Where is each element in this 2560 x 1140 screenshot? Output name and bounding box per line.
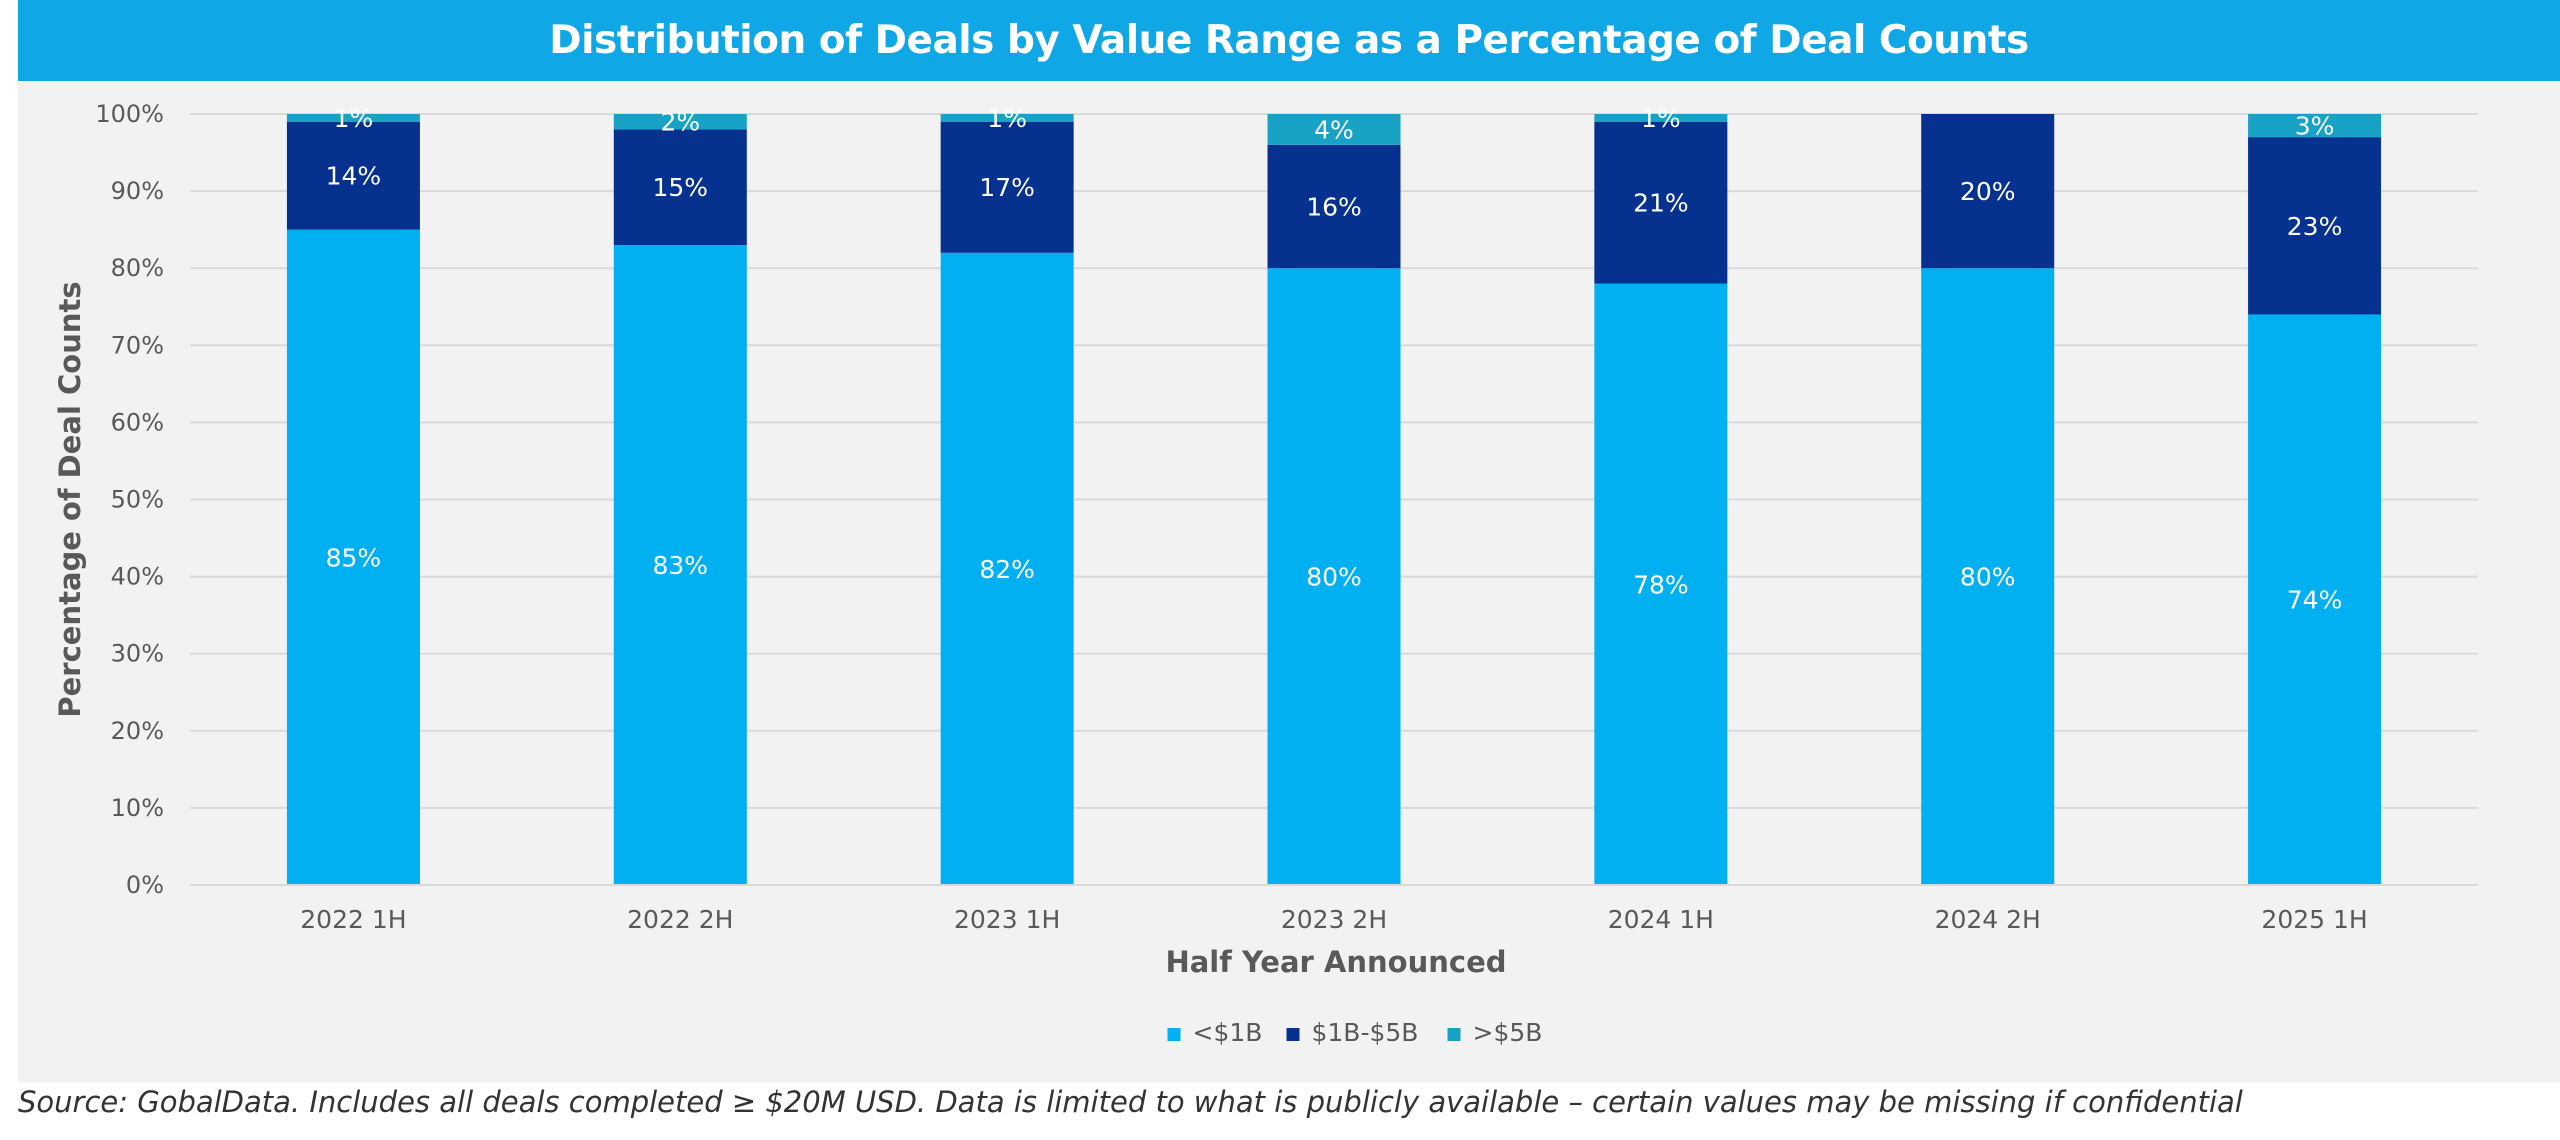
- data-label: 15%: [652, 173, 708, 202]
- legend: <$1B $1B-$5B >$5B: [1167, 1018, 1543, 1047]
- legend-swatch: [1286, 1028, 1300, 1041]
- title-bar: Distribution of Deals by Value Range as …: [18, 0, 2560, 81]
- source-note: Source: GobalData. Includes all deals co…: [18, 1085, 2243, 1119]
- y-axis-title: Percentage of Deal Counts: [53, 281, 87, 717]
- bars: [286, 114, 2382, 886]
- bar-segment: [613, 114, 747, 130]
- y-tick-label: 80%: [111, 254, 164, 282]
- y-tick-label: 40%: [111, 563, 164, 591]
- data-label: 85%: [326, 543, 382, 572]
- x-tick-label: 2024 2H: [1935, 905, 2041, 934]
- data-label: 20%: [1960, 177, 2016, 206]
- x-tick-label: 2025 1H: [2261, 905, 2367, 934]
- bar-segment: [1267, 114, 1401, 145]
- axes: 0% 10% 20% 30% 40% 50% 60% 70% 80% 90% 100% 2022 1H…: [53, 100, 2478, 979]
- legend-swatch: [1167, 1028, 1181, 1041]
- data-label: 78%: [1633, 570, 1689, 599]
- x-tick-label: 2022 1H: [300, 905, 406, 934]
- x-tick-label: 2024 1H: [1608, 905, 1714, 934]
- bar-segment: [940, 252, 1074, 885]
- y-tick-label: 90%: [111, 177, 164, 205]
- bar-segment: [1921, 114, 2055, 269]
- bar-segment: [940, 121, 1074, 253]
- data-label: 1%: [987, 104, 1027, 133]
- y-tick-label: 10%: [111, 794, 164, 822]
- data-label: 2%: [660, 108, 700, 137]
- bar-segment: [286, 114, 420, 122]
- data-label: 3%: [2295, 112, 2335, 141]
- stacked-bar-chart: 85% 14% 1% 83% 15% 2% 82% 17% 1% 80% 16% 4% 78% 21% 1%…: [53, 100, 2478, 1047]
- y-tick-label: 70%: [111, 331, 164, 359]
- bar-segment: [1594, 114, 1728, 122]
- data-label: 80%: [1960, 563, 2016, 592]
- data-label: 83%: [652, 551, 708, 580]
- data-label: 82%: [979, 555, 1035, 584]
- legend-label: <$1B: [1193, 1018, 1263, 1047]
- legend-swatch: [1447, 1028, 1461, 1041]
- bar-segment: [2248, 137, 2382, 315]
- data-label: 21%: [1633, 189, 1689, 218]
- data-label: 14%: [326, 162, 382, 191]
- bar-segment: [613, 245, 747, 885]
- bar-segment: [286, 121, 420, 230]
- data-label: 1%: [334, 104, 374, 133]
- data-labels: 85% 14% 1% 83% 15% 2% 82% 17% 1% 80% 16% 4% 78% 21% 1%…: [326, 104, 2343, 615]
- x-tick-label: 2022 2H: [627, 905, 733, 934]
- y-tick-label: 30%: [111, 640, 164, 668]
- bar-segment: [1267, 144, 1401, 269]
- data-label: 17%: [979, 173, 1035, 202]
- bar-segment: [2248, 314, 2382, 886]
- data-label: 16%: [1306, 193, 1362, 222]
- bar-segment: [1594, 121, 1728, 284]
- x-tick-label: 2023 1H: [954, 905, 1060, 934]
- x-axis-title: Half Year Announced: [1165, 945, 1506, 979]
- bar-segment: [286, 229, 420, 885]
- chart-panel: Distribution of Deals by Value Range as …: [18, 0, 2560, 1082]
- bar-segment: [1921, 268, 2055, 885]
- data-label: 4%: [1314, 115, 1354, 144]
- y-tick-label: 60%: [111, 408, 164, 436]
- chart-title: Distribution of Deals by Value Range as …: [549, 18, 2029, 63]
- x-tick-label: 2023 2H: [1281, 905, 1387, 934]
- data-label: 74%: [2287, 586, 2343, 615]
- data-label: 23%: [2287, 212, 2343, 241]
- y-tick-label: 0%: [126, 871, 164, 899]
- legend-label: $1B-$5B: [1312, 1018, 1419, 1047]
- bar-segment: [1267, 268, 1401, 885]
- y-tick-label: 20%: [111, 717, 164, 745]
- legend-label: >$5B: [1473, 1018, 1543, 1047]
- y-tick-label: 50%: [111, 486, 164, 514]
- data-label: 1%: [1641, 104, 1681, 133]
- data-label: 80%: [1306, 563, 1362, 592]
- bar-segment: [940, 114, 1074, 122]
- bar-segment: [613, 129, 747, 246]
- bar-segment: [2248, 114, 2382, 138]
- bar-segment: [1594, 283, 1728, 885]
- y-tick-label: 100%: [95, 100, 164, 128]
